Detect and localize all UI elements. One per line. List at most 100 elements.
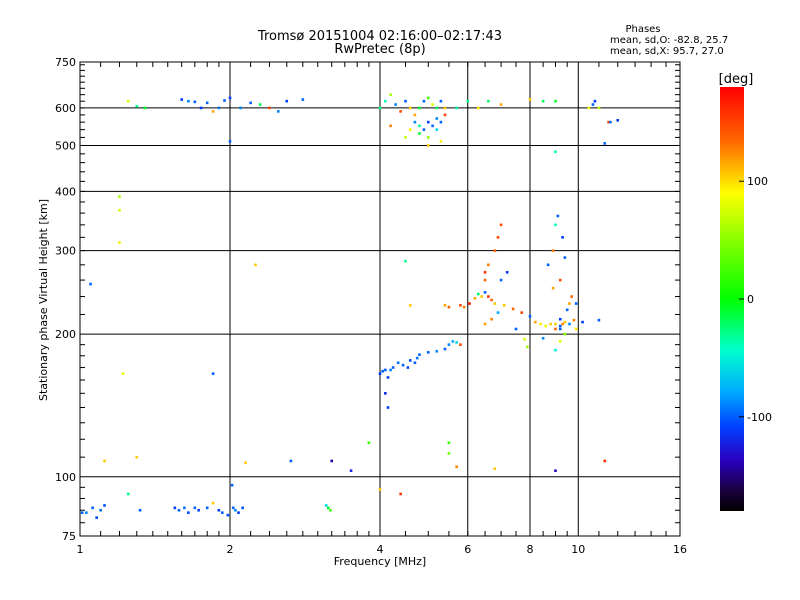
data-point — [534, 320, 537, 324]
data-point — [205, 101, 209, 105]
data-point — [85, 511, 88, 514]
data-point — [435, 106, 439, 110]
data-point — [285, 99, 289, 103]
data-point — [187, 511, 190, 514]
data-point — [404, 259, 407, 263]
colorbar-tick-label: 100 — [747, 175, 768, 188]
data-point — [426, 144, 430, 147]
data-point — [563, 320, 567, 324]
data-point — [422, 128, 426, 131]
data-point — [399, 110, 402, 113]
data-point — [408, 359, 412, 362]
data-point — [554, 469, 557, 472]
data-point — [558, 317, 562, 321]
colorbar-label: [deg] — [719, 72, 754, 87]
data-point — [91, 506, 94, 510]
data-point — [483, 291, 487, 294]
y-tick-label: 75 — [62, 530, 76, 543]
data-point — [211, 372, 215, 375]
data-point — [435, 128, 439, 131]
y-tick-label: 200 — [55, 328, 76, 341]
data-point — [126, 99, 130, 103]
data-point — [239, 106, 242, 110]
data-point — [324, 504, 328, 507]
data-point — [422, 99, 426, 103]
data-point — [570, 295, 573, 298]
data-point — [220, 511, 224, 514]
data-point — [386, 406, 390, 409]
data-point — [404, 136, 407, 139]
data-point — [197, 508, 200, 512]
data-point — [187, 99, 190, 103]
data-point — [499, 103, 503, 106]
data-point — [493, 467, 497, 471]
axis-ticks — [80, 62, 680, 536]
data-point — [511, 307, 515, 311]
data-point — [193, 506, 197, 510]
data-point — [447, 343, 451, 346]
data-point — [413, 120, 417, 124]
data-point — [496, 236, 500, 239]
data-point — [607, 120, 610, 124]
data-point — [244, 461, 247, 465]
x-tick-label: 16 — [673, 543, 687, 556]
data-point — [546, 263, 550, 267]
data-point — [587, 106, 591, 110]
y-tick-label: 750 — [55, 56, 76, 69]
data-point — [389, 93, 392, 96]
data-point — [413, 113, 417, 117]
data-point — [558, 278, 562, 282]
data-point — [276, 110, 280, 113]
data-point — [99, 508, 102, 512]
x-tick-label: 4 — [377, 543, 384, 556]
data-point — [399, 492, 402, 496]
data-point — [462, 305, 466, 309]
data-point — [499, 223, 503, 227]
data-point — [493, 249, 497, 252]
data-point — [554, 223, 557, 227]
data-point — [574, 302, 578, 305]
data-point — [487, 99, 490, 103]
y-tick-label: 500 — [55, 139, 76, 152]
data-point — [558, 324, 562, 328]
data-point — [401, 363, 405, 367]
data-point — [435, 117, 439, 120]
y-tick-label: 100 — [55, 471, 76, 484]
data-point — [426, 136, 430, 139]
data-point — [180, 98, 184, 101]
data-point — [597, 318, 601, 322]
data-point — [593, 99, 597, 103]
plot-frame — [79, 61, 681, 537]
data-point — [541, 336, 545, 340]
data-point — [455, 341, 458, 344]
data-point — [418, 132, 421, 135]
grid-lines — [80, 62, 680, 536]
data-point — [477, 292, 480, 296]
data-point — [378, 372, 382, 375]
data-point — [384, 99, 387, 103]
data-point — [228, 140, 232, 143]
data-point — [528, 98, 532, 101]
data-point — [483, 271, 487, 274]
x-tick-labels: 1 2 4 6 8 10 16 — [77, 543, 688, 556]
chart-subtitle: RwPretec (8p) — [334, 42, 425, 57]
scatter-points — [80, 93, 620, 519]
data-point — [561, 322, 564, 326]
data-point — [490, 317, 493, 321]
data-point — [418, 106, 421, 110]
data-point — [483, 322, 487, 326]
data-point — [396, 361, 400, 365]
data-point — [237, 511, 240, 514]
data-point — [183, 506, 186, 510]
data-point — [563, 256, 567, 259]
data-point — [193, 100, 197, 104]
data-point — [426, 120, 430, 124]
colorbar-tick-label: 0 — [747, 293, 754, 306]
data-point — [404, 99, 407, 103]
data-point — [386, 376, 390, 379]
data-point — [565, 308, 569, 312]
data-point — [103, 504, 106, 507]
data-point — [268, 106, 271, 110]
data-point — [551, 286, 555, 290]
data-point — [603, 459, 607, 463]
